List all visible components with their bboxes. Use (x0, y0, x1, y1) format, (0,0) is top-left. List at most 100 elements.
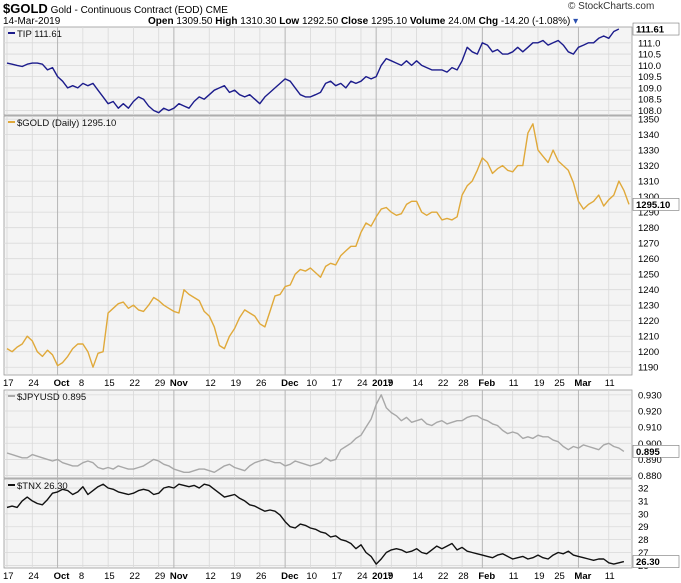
high-value: 1310.30 (240, 16, 277, 27)
chg-label: Chg (478, 16, 499, 27)
open-label: Open (148, 16, 174, 27)
x-tick-label: 22 (438, 571, 449, 582)
x-tick-label: 11 (509, 571, 519, 582)
date-label: 14-Mar-2019 (3, 16, 61, 27)
y-tick-label: 108.5 (638, 95, 662, 106)
y-tick-label: 0.900 (638, 439, 662, 450)
brand-label: © StockCharts.com (568, 1, 655, 12)
x-tick-label: 8 (79, 571, 84, 582)
x-tick-label: 17 (332, 378, 343, 389)
series-line-gold (6, 123, 630, 368)
x-tick-label: 28 (458, 571, 469, 582)
x-tick-label: 11 (509, 378, 519, 389)
x-tick-label: 11 (605, 571, 615, 582)
x-tick-label: 2019 (372, 378, 393, 389)
panel-gold (3, 115, 633, 376)
x-tick-label: 28 (458, 378, 469, 389)
x-tick-label: Feb (478, 571, 495, 582)
series-line-tnx (6, 483, 625, 565)
last-value-label: 26.30 (636, 557, 660, 568)
x-tick-label: 17 (3, 571, 14, 582)
y-tick-label: 1250 (638, 270, 659, 281)
y-tick-label: 0.880 (638, 471, 662, 482)
chevron-down-icon[interactable]: ▾ (573, 16, 579, 27)
y-tick-label: 1270 (638, 239, 659, 250)
x-tick-label: 2019 (372, 571, 393, 582)
x-tick-label: 7 (387, 571, 392, 582)
ohlc-line: Open 1309.50 High 1310.30 Low 1292.50 Cl… (148, 16, 578, 27)
y-tick-label: 1300 (638, 192, 659, 203)
y-tick-label: 1290 (638, 208, 659, 219)
x-tick-label: 14 (413, 378, 424, 389)
y-tick-label: 0.930 (638, 390, 662, 401)
x-tick-label: 15 (104, 571, 115, 582)
x-tick-label: 25 (554, 378, 565, 389)
x-tick-label: 29 (155, 571, 166, 582)
x-tick-label: 24 (357, 571, 368, 582)
x-tick-label: 10 (306, 571, 317, 582)
series-line-tip (6, 28, 620, 114)
last-value-box (632, 22, 680, 36)
chart-header: $GOLD Gold - Continuous Contract (EOD) C… (3, 1, 228, 16)
x-tick-label: 29 (155, 378, 166, 389)
panel-tip (3, 26, 633, 116)
y-tick-label: 108.0 (638, 106, 662, 117)
high-label: High (215, 16, 238, 27)
y-tick-label: 1260 (638, 254, 659, 265)
y-tick-label: 32 (638, 484, 649, 495)
x-tick-label: Mar (574, 378, 591, 389)
x-tick-label: Dec (281, 378, 298, 389)
open-value: 1309.50 (176, 16, 213, 27)
x-tick-label: 22 (129, 571, 140, 582)
y-tick-label: 1320 (638, 161, 659, 172)
chg-value: -14.20 (-1.08%) (500, 16, 571, 27)
last-value-label: 111.61 (636, 25, 665, 36)
y-tick-label: 1200 (638, 347, 659, 358)
panel-tnx (3, 478, 633, 569)
x-tick-label: 17 (3, 378, 14, 389)
x-tick-label: 26 (256, 571, 267, 582)
y-tick-label: 111.0 (638, 38, 660, 49)
y-tick-label: 1190 (638, 363, 658, 374)
close-label: Close (340, 16, 369, 27)
y-tick-label: 0.890 (638, 455, 662, 466)
y-tick-label: 28 (638, 535, 649, 546)
x-tick-label: 15 (104, 378, 115, 389)
close-value: 1295.10 (370, 16, 408, 27)
y-tick-label: 1350 (638, 115, 659, 126)
y-tick-label: 0.910 (638, 423, 662, 434)
x-tick-label: Nov (170, 378, 189, 389)
panel-title: TIP 111.61 (17, 29, 62, 40)
x-tick-label: Nov (170, 571, 189, 582)
x-tick-label: 22 (438, 378, 449, 389)
last-value-label: 0.895 (636, 447, 660, 458)
x-tick-label: 8 (79, 378, 84, 389)
symbol-label: $GOLD (3, 1, 48, 16)
y-tick-label: 109.5 (638, 72, 662, 83)
y-tick-label: 1230 (638, 301, 659, 312)
x-tick-label: Feb (478, 378, 495, 389)
x-tick-label: 19 (534, 571, 545, 582)
y-tick-label: 29 (638, 522, 649, 533)
x-tick-label: 19 (231, 571, 242, 582)
y-tick-label: 1310 (638, 177, 659, 188)
x-tick-label: Oct (54, 571, 71, 582)
y-tick-label: 1340 (638, 130, 659, 141)
x-tick-label: 24 (357, 378, 368, 389)
volume-value: 24.0M (448, 16, 476, 27)
x-tick-label: 19 (534, 378, 545, 389)
y-tick-label: 1220 (638, 316, 659, 327)
y-tick-label: 1240 (638, 285, 659, 296)
x-tick-label: 7 (387, 378, 392, 389)
x-tick-label: 10 (306, 378, 317, 389)
description-label: Gold - Continuous Contract (EOD) (50, 5, 203, 16)
x-tick-label: 24 (28, 571, 39, 582)
panel-title: $GOLD (Daily) 1295.10 (17, 118, 116, 129)
y-tick-label: 110.0 (638, 61, 661, 72)
last-value-box (632, 445, 680, 458)
x-tick-label: 12 (205, 378, 216, 389)
last-value-box (632, 555, 680, 568)
x-tick-label: Mar (574, 571, 591, 582)
y-tick-label: 1210 (638, 332, 659, 343)
